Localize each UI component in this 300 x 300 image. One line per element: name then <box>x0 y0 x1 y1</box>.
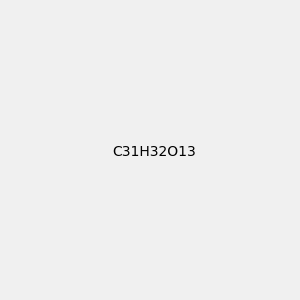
Text: C31H32O13: C31H32O13 <box>112 145 196 158</box>
